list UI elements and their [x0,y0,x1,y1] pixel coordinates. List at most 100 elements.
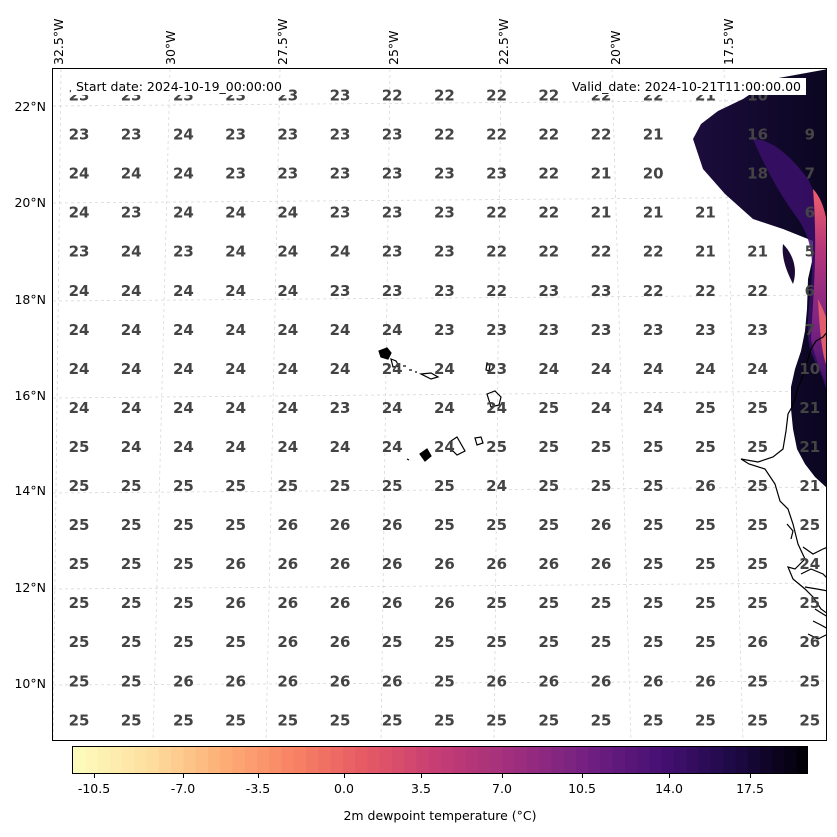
colorbar-segment [563,747,577,773]
graticule [53,69,826,740]
dewpoint-value: 26 [277,516,298,534]
dewpoint-value: 24 [330,438,351,456]
dewpoint-value: 25 [121,555,142,573]
dewpoint-value: 26 [486,672,507,690]
colorbar-segment [539,747,552,773]
dewpoint-value: 26 [225,594,246,612]
colorbar-segment [710,747,724,773]
dewpoint-value: 23 [173,243,194,261]
dewpoint-value: 26 [277,594,298,612]
dewpoint-value: 25 [486,633,507,651]
colorbar-segment [637,747,651,773]
dewpoint-value: 25 [747,555,768,573]
dewpoint-value: 25 [121,594,142,612]
dewpoint-value: 25 [434,711,455,729]
dewpoint-value: 21 [799,399,820,417]
colorbar-tick-mark [258,774,259,778]
dewpoint-value: 26 [538,555,559,573]
dewpoint-value: 22 [538,126,559,144]
dewpoint-value: 21 [643,204,664,222]
dewpoint-value: 25 [799,516,820,534]
dewpoint-value: 22 [591,243,612,261]
colorbar-segment [183,747,197,773]
dewpoint-value: 25 [69,555,90,573]
colorbar-segment [416,747,430,773]
colorbar-segment [735,747,749,773]
dewpoint-value: 25 [747,594,768,612]
dewpoint-value: 25 [538,399,559,417]
dewpoint-value: 23 [643,321,664,339]
dewpoint-value: 23 [434,321,455,339]
dewpoint-value: 24 [225,438,246,456]
valid-date-label: Valid_date: 2024-10-21T11:00:00.00 [566,78,806,95]
dewpoint-value: 23 [225,165,246,183]
dewpoint-value: 23 [486,165,507,183]
dewpoint-value: 25 [69,672,90,690]
dewpoint-value: 16 [747,126,768,144]
colorbar-tick-mark [669,774,670,778]
colorbar [72,746,808,774]
dewpoint-value: 25 [643,477,664,495]
dewpoint-value: 26 [382,516,403,534]
colorbar-tick-mark [344,774,345,778]
dewpoint-value: 22 [382,87,403,105]
dewpoint-value: 24 [382,399,403,417]
colorbar-segment [293,747,307,773]
colorbar-segment [600,747,614,773]
colorbar-tick-mark [94,774,95,778]
colorbar-tick-label: 7.0 [492,781,512,796]
dewpoint-value: 23 [591,282,612,300]
dewpoint-value: 24 [799,555,820,573]
dewpoint-value: 21 [591,165,612,183]
dewpoint-value: 23 [382,126,403,144]
dewpoint-value: 10 [799,360,820,378]
dewpoint-value: 23 [330,399,351,417]
dewpoint-value: 24 [277,360,298,378]
dewpoint-value: 24 [225,282,246,300]
colorbar-segment [465,747,479,773]
longitude-label: 20°W [608,30,623,65]
dewpoint-value: 24 [277,282,298,300]
dewpoint-value: 25 [225,477,246,495]
colorbar-segment [698,747,712,773]
dewpoint-value: 25 [69,594,90,612]
dewpoint-value: 25 [695,633,716,651]
dewpoint-value: 23 [277,165,298,183]
colorbar-segment [502,747,516,773]
dewpoint-value: 25 [643,555,664,573]
dewpoint-value: 25 [69,711,90,729]
dewpoint-value: 26 [330,633,351,651]
colorbar-segment [404,747,418,773]
latitude-label: 14°N [14,483,46,498]
dewpoint-value: 26 [695,477,716,495]
longitude-label: 17.5°W [721,18,736,65]
dewpoint-value: 23 [121,126,142,144]
dewpoint-value: 23 [382,243,403,261]
coastline [740,332,826,640]
longitude-label: 32.5°W [51,18,66,65]
colorbar-tick-mark [502,774,503,778]
colorbar-segment [257,747,270,773]
dewpoint-value: 26 [434,555,455,573]
dewpoint-value: 26 [225,555,246,573]
dewpoint-value: 23 [277,126,298,144]
dewpoint-value: 25 [695,516,716,534]
dewpoint-value: 24 [121,165,142,183]
dewpoint-value: 26 [277,633,298,651]
dewpoint-value: 23 [434,243,455,261]
colorbar-segment [73,747,86,773]
colorbar-segment [490,747,503,773]
colorbar-segment [747,747,761,773]
dewpoint-value: 25 [382,477,403,495]
dewpoint-value: 25 [225,516,246,534]
dewpoint-value: 20 [643,165,664,183]
dewpoint-value: 23 [434,204,455,222]
colorbar-tick-label: 14.0 [655,781,683,796]
dewpoint-value: 24 [695,360,716,378]
colorbar-segment [146,747,160,773]
colorbar-segment [575,747,589,773]
dewpoint-value: 22 [538,87,559,105]
colorbar-tick-mark [582,774,583,778]
dewpoint-value: 24 [277,204,298,222]
colorbar-segment [772,747,786,773]
